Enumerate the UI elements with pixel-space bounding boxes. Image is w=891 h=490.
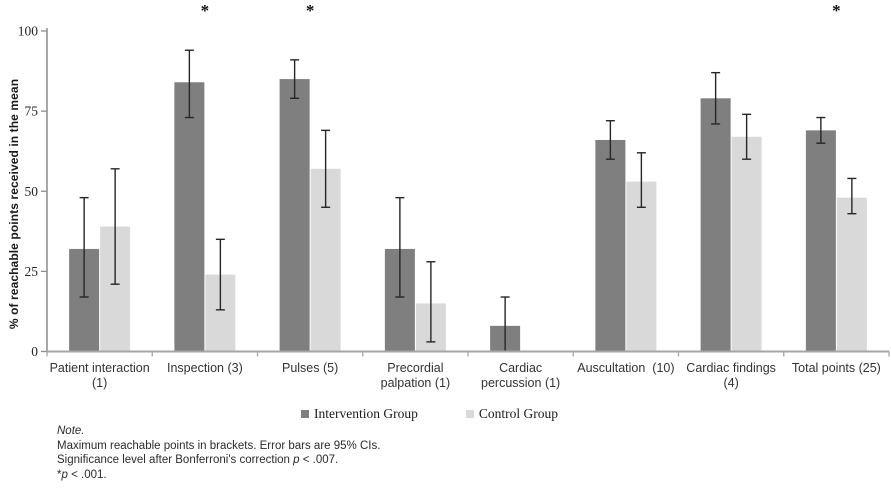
y-tick-label: 25 bbox=[25, 264, 39, 279]
bar-intervention-2 bbox=[279, 79, 310, 352]
note-block: Note. Maximum reachable points in bracke… bbox=[57, 424, 380, 482]
errorbar-intervention-0 bbox=[79, 196, 89, 298]
errorbar-intervention-5 bbox=[605, 120, 615, 160]
x-category-label: Pulses (5) bbox=[282, 361, 338, 375]
intervention-swatch-icon bbox=[301, 410, 309, 418]
errorbar-intervention-2 bbox=[290, 59, 300, 100]
x-category-label: Total points (25) bbox=[792, 361, 881, 375]
control-swatch-icon bbox=[465, 410, 474, 418]
legend-label-control: Control Group bbox=[478, 406, 558, 421]
x-category-label: Auscultation (10) bbox=[577, 361, 674, 375]
bar-intervention-6 bbox=[700, 98, 731, 352]
y-tick-label: 0 bbox=[31, 344, 38, 359]
x-category-label: (4) bbox=[723, 376, 738, 390]
x-category-label: Cardiac findings bbox=[686, 361, 776, 375]
errorbar-control-3 bbox=[426, 261, 436, 343]
x-category-label: Cardiac bbox=[499, 361, 542, 375]
errorbar-control-0 bbox=[110, 168, 120, 285]
x-category-label: percussion (1) bbox=[481, 376, 560, 390]
legend-item-intervention: Intervention Group bbox=[301, 406, 418, 422]
x-category-label: Patient interaction bbox=[50, 361, 150, 375]
x-category-label: palpation (1) bbox=[381, 376, 451, 390]
bar-intervention-1 bbox=[174, 82, 205, 352]
x-category-label: Precordial bbox=[387, 361, 443, 375]
errorbar-intervention-3 bbox=[395, 196, 405, 298]
y-axis-title: % of reachable points received in the me… bbox=[7, 78, 21, 330]
legend-label-intervention: Intervention Group bbox=[314, 406, 418, 421]
bar-control-7 bbox=[836, 197, 867, 352]
legend-item-control: Control Group bbox=[465, 406, 558, 422]
bar-intervention-5 bbox=[595, 139, 626, 352]
legend: Intervention Group Control Group bbox=[0, 406, 875, 422]
errorbar-control-1 bbox=[215, 238, 225, 311]
x-category-label: Inspection (3) bbox=[167, 361, 243, 375]
bar-intervention-7 bbox=[805, 130, 836, 352]
x-category-label: (1) bbox=[92, 376, 107, 390]
y-tick-label: 100 bbox=[18, 24, 39, 39]
significance-asterisk: * bbox=[201, 1, 210, 20]
errorbar-control-6 bbox=[742, 113, 752, 160]
errorbar-intervention-1 bbox=[184, 49, 194, 119]
y-tick-label: 50 bbox=[25, 184, 39, 199]
errorbar-intervention-7 bbox=[816, 116, 826, 144]
significance-asterisk: * bbox=[306, 1, 315, 20]
errorbar-control-2 bbox=[321, 129, 331, 208]
bar-control-5 bbox=[626, 181, 657, 352]
bar-chart: * * * 0 25 50 75 100 Patient interaction(1) Inspe… bbox=[18, 1, 890, 390]
errorbar-control-7 bbox=[847, 177, 857, 215]
significance-asterisk: * bbox=[832, 1, 841, 20]
y-tick-label: 75 bbox=[25, 104, 39, 119]
bar-control-6 bbox=[731, 136, 762, 352]
note-heading: Note. bbox=[57, 425, 85, 437]
errorbar-intervention-6 bbox=[711, 71, 721, 125]
note-line-1: Maximum reachable points in brackets. Er… bbox=[57, 439, 381, 452]
note-line-3: *p < .001. bbox=[57, 468, 107, 481]
errorbar-control-5 bbox=[636, 152, 646, 208]
note-line-2: Significance level after Bonferroni's co… bbox=[57, 454, 339, 466]
